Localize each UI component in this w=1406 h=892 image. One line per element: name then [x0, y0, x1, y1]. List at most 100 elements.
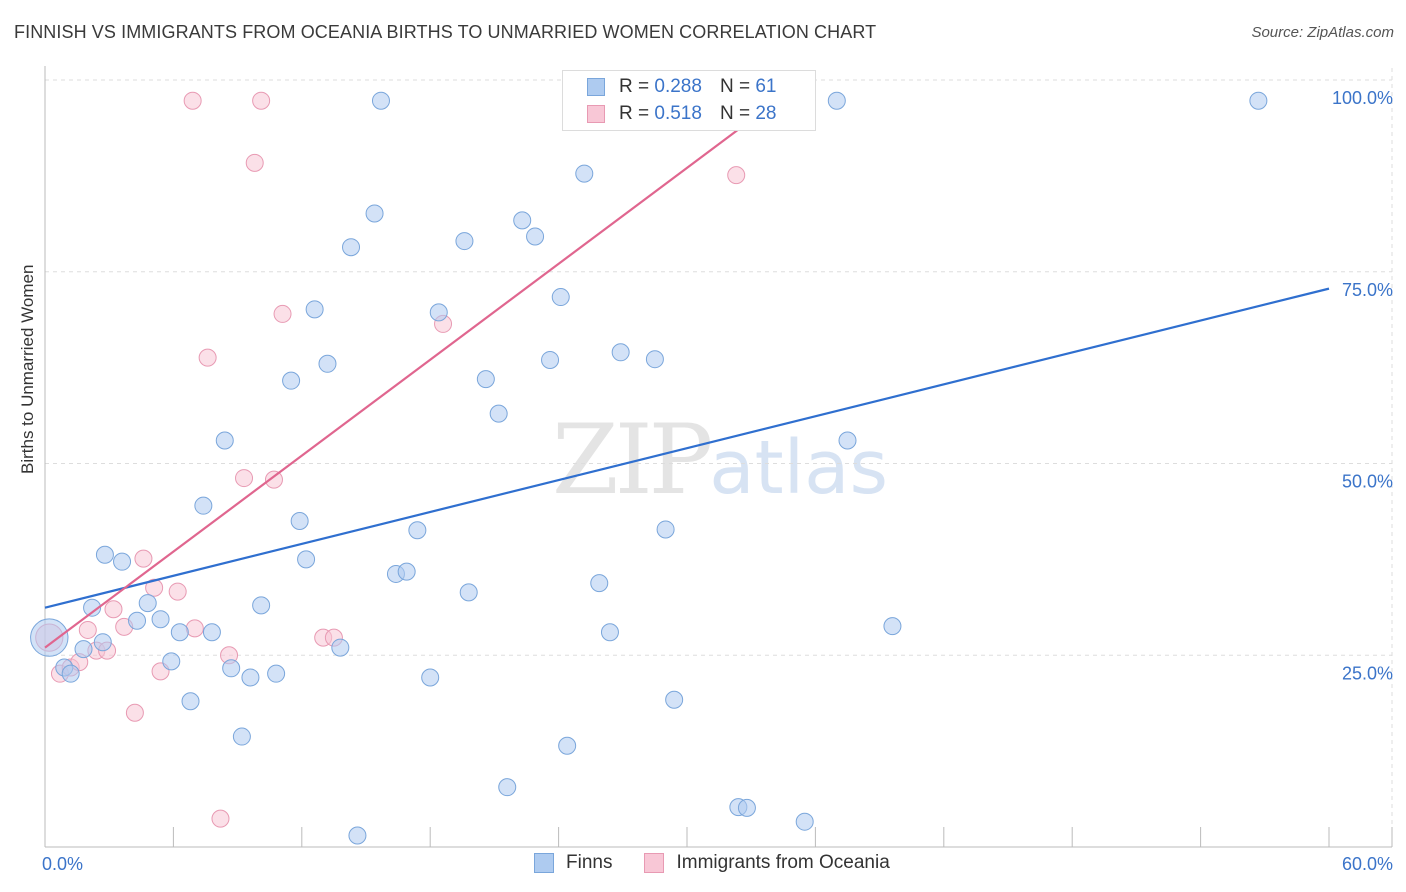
finns-point-46	[558, 736, 577, 755]
finns-n-value: 61	[755, 76, 777, 97]
finns-point-21	[267, 664, 286, 683]
oceania-swatch	[587, 105, 605, 123]
finns-point-45	[551, 288, 570, 307]
finns-point-47	[575, 164, 594, 183]
oceania-trend-line	[44, 99, 778, 649]
finns-point-6	[95, 545, 114, 564]
finns-r-value: 0.288	[654, 76, 702, 97]
finns-point-4	[83, 598, 102, 617]
finns-point-28	[342, 238, 361, 257]
finns-point-41	[498, 778, 517, 797]
finns-r-label: R =	[619, 76, 650, 97]
oceania-legend-swatch	[644, 853, 665, 873]
finns-point-50	[611, 343, 630, 362]
oceania-point-14	[183, 91, 202, 110]
finns-point-56	[795, 812, 814, 831]
finns-point-43	[526, 227, 545, 246]
finns-point-11	[162, 652, 181, 671]
y-tick-label-2: 75.0%	[1342, 280, 1393, 300]
finns-point-53	[665, 690, 684, 709]
oceania-r-label: R =	[619, 103, 650, 124]
oceania-point-20	[245, 153, 264, 172]
chart-title: FINNISH VS IMMIGRANTS FROM OCEANIA BIRTH…	[14, 22, 877, 42]
finns-point-58	[838, 431, 857, 450]
finns-point-52	[656, 520, 675, 539]
finns-legend-swatch	[534, 853, 554, 873]
finns-point-34	[408, 521, 427, 540]
finns-point-60	[1249, 91, 1268, 110]
oceania-point-22	[264, 470, 283, 489]
finns-point-2	[61, 664, 80, 683]
finns-point-15	[202, 623, 221, 642]
y-tick-label-3: 100.0%	[1332, 88, 1393, 108]
finns-point-42	[513, 211, 532, 230]
oceania-r-value: 0.518	[654, 103, 702, 124]
finns-point-51	[645, 350, 664, 369]
oceania-point-17	[211, 809, 230, 828]
finns-point-23	[290, 512, 309, 531]
finns-point-5	[93, 633, 112, 652]
finns-point-33	[397, 562, 416, 581]
oceania-point-7	[104, 600, 123, 619]
finns-point-29	[348, 826, 367, 845]
finns-point-16	[215, 431, 234, 450]
finns-point-40	[489, 404, 508, 423]
finns-legend-label: Finns	[566, 852, 613, 873]
finns-point-36	[429, 303, 448, 322]
finns-point-14	[194, 496, 213, 515]
finns-point-19	[241, 668, 260, 687]
finns-point-25	[305, 300, 324, 319]
y-tick-label-1: 50.0%	[1342, 472, 1393, 492]
finns-point-17	[222, 659, 241, 678]
finns-point-57	[827, 91, 846, 110]
correlation-legend: R = 0.288 N = 61 R = 0.518 N = 28	[562, 70, 816, 131]
finns-point-35	[421, 668, 440, 687]
oceania-point-13	[168, 582, 187, 601]
oceania-point-23	[273, 304, 292, 323]
oceania-point-11	[145, 578, 164, 597]
oceania-point-19	[235, 469, 254, 488]
oceania-point-9	[125, 703, 144, 722]
oceania-legend-label: Immigrants from Oceania	[676, 852, 890, 873]
watermark: ZIPatlas	[552, 404, 888, 516]
oceania-n-value: 28	[755, 103, 777, 124]
oceania-point-21	[252, 91, 271, 110]
finns-point-8	[128, 611, 147, 630]
oceania-point-10	[134, 549, 153, 568]
x-tick-label-1: 60.0%	[1342, 854, 1393, 874]
finns-point-38	[459, 583, 478, 602]
x-tick-label-0: 0.0%	[42, 854, 83, 874]
finns-point-13	[181, 692, 200, 711]
y-tick-label-0: 25.0%	[1342, 663, 1393, 683]
finns-point-48	[590, 574, 609, 593]
y-axis-label: Births to Unmarried Women	[18, 264, 37, 474]
legend-item-finns[interactable]: Finns	[534, 852, 612, 874]
finns-point-18	[232, 727, 251, 746]
finns-n-label: N =	[719, 76, 751, 97]
finns-swatch	[587, 78, 605, 96]
finns-point-27	[331, 638, 350, 657]
finns-point-30	[365, 204, 384, 223]
finns-point-3	[74, 640, 93, 659]
watermark-zip: ZIP	[552, 404, 713, 516]
finns-point-22	[282, 371, 301, 390]
finns-point-31	[371, 91, 390, 110]
finns-point-59	[883, 617, 902, 636]
finns-point-10	[151, 610, 170, 629]
finns-point-39	[476, 370, 495, 389]
legend-item-oceania[interactable]: Immigrants from Oceania	[644, 852, 890, 874]
finns-point-12	[170, 623, 189, 642]
finns-point-9	[138, 594, 157, 613]
finns-point-37	[455, 232, 474, 251]
oceania-point-4	[78, 620, 97, 639]
oceania-point-27	[727, 166, 746, 185]
series-legend: Finns Immigrants from Oceania	[534, 852, 922, 874]
oceania-point-16	[198, 348, 217, 367]
finns-point-0	[30, 618, 69, 657]
oceania-n-label: N =	[719, 103, 751, 124]
finns-point-20	[252, 596, 271, 615]
finns-point-26	[318, 354, 337, 373]
legend-row-finns: R = 0.288 N = 61	[587, 75, 776, 99]
finns-point-7	[113, 552, 132, 571]
